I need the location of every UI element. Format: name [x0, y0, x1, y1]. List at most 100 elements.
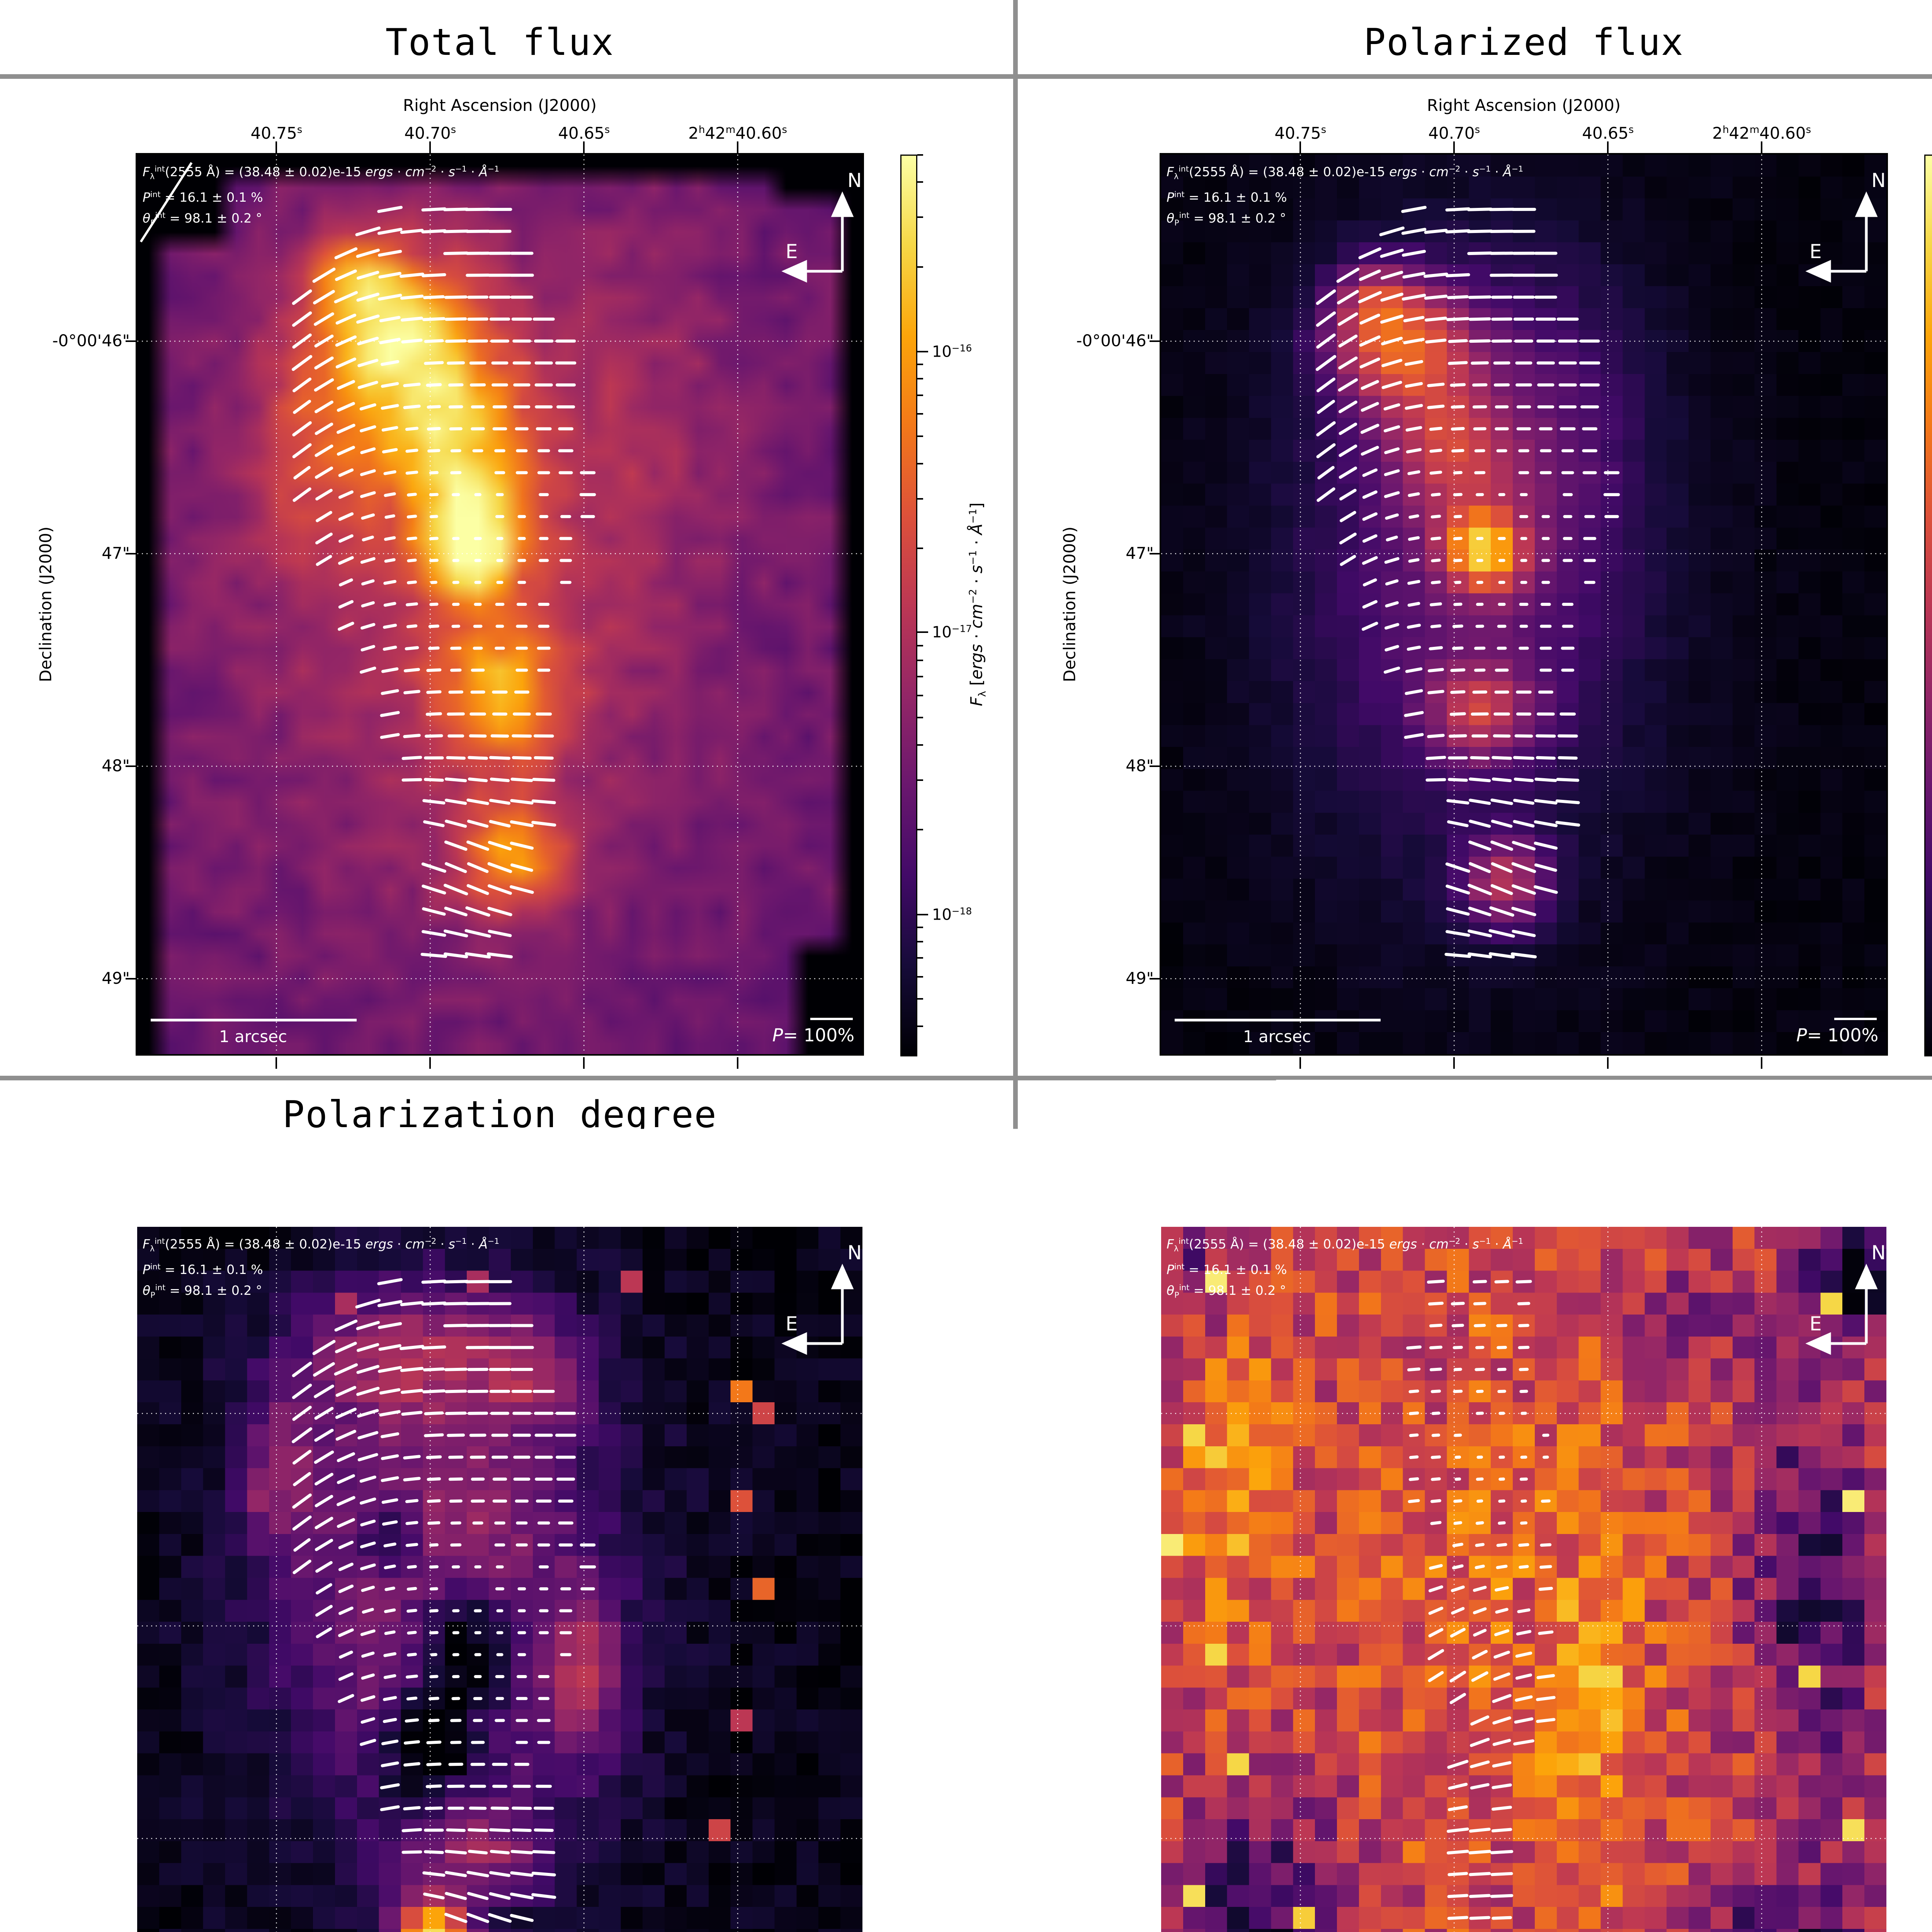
colorbar-major-tick: [917, 631, 928, 633]
compass-east-label: E: [1810, 1313, 1822, 1335]
colorbar-minor-tick: [917, 998, 923, 1000]
flux-annotation-line: Fλint(2555 Å) = (38.48 ± 0.02)e-15 ergs …: [1167, 160, 1523, 185]
compass-east-label: E: [1810, 240, 1822, 263]
flux-annotation-line: Fλint(2555 Å) = (38.48 ± 0.02)e-15 ergs …: [1167, 1232, 1523, 1258]
colorbar-minor-tick: [917, 645, 923, 646]
tick-bottom: [583, 1057, 585, 1069]
dec-tick-label: 47": [0, 1616, 130, 1635]
pol-angle-annotation-line: θPint = 98.1 ± 0.2 °: [1167, 1279, 1523, 1304]
colorbar-minor-tick: [917, 364, 923, 365]
colorbar-minor-tick: [917, 660, 923, 661]
integrated-values-annotation: Fλint(2555 Å) = (38.48 ± 0.02)e-15 ergs …: [1167, 1232, 1523, 1304]
pol-degree-annotation-line: Pint = 16.1 ± 0.1 %: [1167, 1258, 1523, 1279]
panel-polarization-angle: Polarization angle Right Ascension (J200…: [1024, 1072, 1932, 1932]
panel-total-flux: Total flux Right Ascension (J2000) Decli…: [0, 0, 1024, 1072]
panel-polarized-flux: Polarized flux Right Ascension (J2000) D…: [1024, 0, 1932, 1072]
ra-tick-label: 40.65s: [558, 124, 610, 143]
tick-top: [276, 141, 277, 153]
colorbar-tick-label: 10−16: [932, 342, 972, 361]
compass-north-label: N: [847, 169, 862, 192]
ra-tick-label: 40.65s: [1582, 124, 1634, 143]
pol-angle-annotation-line: θPint = 98.1 ± 0.2 °: [143, 206, 499, 232]
pol-angle-annotation-line: θPint = 98.1 ± 0.2 °: [1167, 206, 1523, 232]
panel-polarization-degree: Polarization degree Right Ascension (J20…: [0, 1072, 1024, 1932]
tick-left: [126, 1838, 137, 1839]
colorbar-tick-label: 20: [932, 1802, 952, 1820]
colorbar: [1924, 1227, 1932, 1932]
tick-top: [1761, 1214, 1762, 1225]
ra-axis-label: Right Ascension (J2000): [137, 1168, 862, 1187]
ra-tick-label: 40.75s: [250, 124, 302, 143]
dec-tick-label: 47": [1024, 544, 1154, 563]
panel-title: Polarization angle: [1161, 1086, 1886, 1144]
colorbar-tick-label: 10−17: [932, 623, 972, 641]
colorbar-minor-tick: [917, 435, 923, 437]
compass-north-label: N: [847, 1242, 862, 1264]
dec-tick-label: -0°00'46": [1024, 1403, 1154, 1422]
colorbar-minor-tick: [917, 941, 923, 942]
panel-title: Total flux: [137, 14, 862, 71]
tick-top: [583, 1214, 585, 1225]
scalebar-label: 1 arcsec: [1200, 1027, 1354, 1046]
ra-axis-label: Right Ascension (J2000): [137, 96, 862, 115]
compass-arrows: [1809, 1267, 1876, 1353]
vector-overlay: [137, 155, 862, 1054]
tick-top: [1607, 141, 1609, 153]
tick-top: [429, 141, 431, 153]
tick-top: [737, 141, 738, 153]
colorbar-minor-tick: [917, 695, 923, 696]
ra-tick-label: 2h42m40.60s: [688, 124, 787, 143]
dec-tick-label: 48": [0, 1828, 130, 1847]
colorbar-minor-tick: [917, 413, 923, 415]
dec-tick-label: -0°00'46": [0, 1403, 130, 1422]
ra-axis-label: Right Ascension (J2000): [1161, 1168, 1886, 1187]
ra-tick-label: 40.70s: [404, 1196, 456, 1215]
tick-left: [126, 553, 137, 554]
colorbar-tick-label: 50: [932, 1328, 952, 1346]
tick-left: [1150, 1413, 1161, 1414]
dec-tick-label: -0°00'46": [1024, 331, 1154, 350]
tick-left: [1150, 1625, 1161, 1627]
tick-bottom: [1607, 1057, 1609, 1069]
flux-annotation-line: Fλint(2555 Å) = (38.48 ± 0.02)e-15 ergs …: [143, 1232, 499, 1258]
ra-tick-label: 40.70s: [1428, 1196, 1480, 1215]
colorbar-minor-tick: [917, 927, 923, 928]
tick-top: [1453, 141, 1455, 153]
colorbar-minor-tick: [917, 266, 923, 268]
pol-degree-annotation-line: Pint = 16.1 ± 0.1 %: [143, 185, 499, 206]
compass-north-label: N: [1871, 169, 1886, 192]
tick-top: [276, 1214, 277, 1225]
panel-title: Polarization degree: [137, 1086, 862, 1144]
dec-tick-label: 49": [1024, 969, 1154, 988]
flux-annotation-line: Fλint(2555 Å) = (38.48 ± 0.02)e-15 ergs …: [143, 160, 499, 185]
vector-length-legend: P= 100%: [740, 1025, 887, 1046]
compass-arrows: [785, 1267, 852, 1353]
tick-top: [1299, 141, 1301, 153]
vector-overlay: [1161, 1227, 1886, 1932]
tick-bottom: [429, 1057, 431, 1069]
colorbar-tick-label: 10−18: [932, 905, 972, 923]
dec-tick-label: 47": [1024, 1616, 1154, 1635]
tick-bottom: [1299, 1057, 1301, 1069]
colorbar-minor-tick: [917, 829, 923, 830]
ra-tick-label: 40.75s: [1274, 1196, 1326, 1215]
colorbar-major-tick: [917, 1494, 928, 1496]
colorbar-minor-tick: [917, 181, 923, 183]
ra-axis-label: Right Ascension (J2000): [1161, 96, 1886, 115]
dec-tick-label: 49": [0, 969, 130, 988]
colorbar-minor-tick: [917, 717, 923, 718]
panel-title: Polarized flux: [1161, 14, 1886, 71]
colorbar-minor-tick: [917, 498, 923, 500]
colorbar: [900, 1227, 917, 1932]
compass-east-label: E: [786, 1313, 798, 1335]
tick-top: [1453, 1214, 1455, 1225]
tick-left: [1150, 340, 1161, 342]
integrated-values-annotation: Fλint(2555 Å) = (38.48 ± 0.02)e-15 ergs …: [143, 160, 499, 231]
tick-left: [1150, 978, 1161, 980]
tick-left: [126, 1625, 137, 1627]
tick-bottom: [737, 1057, 738, 1069]
colorbar-major-tick: [917, 914, 928, 915]
tick-bottom: [1453, 1057, 1455, 1069]
colorbar: [900, 155, 917, 1056]
colorbar-minor-tick: [917, 744, 923, 746]
